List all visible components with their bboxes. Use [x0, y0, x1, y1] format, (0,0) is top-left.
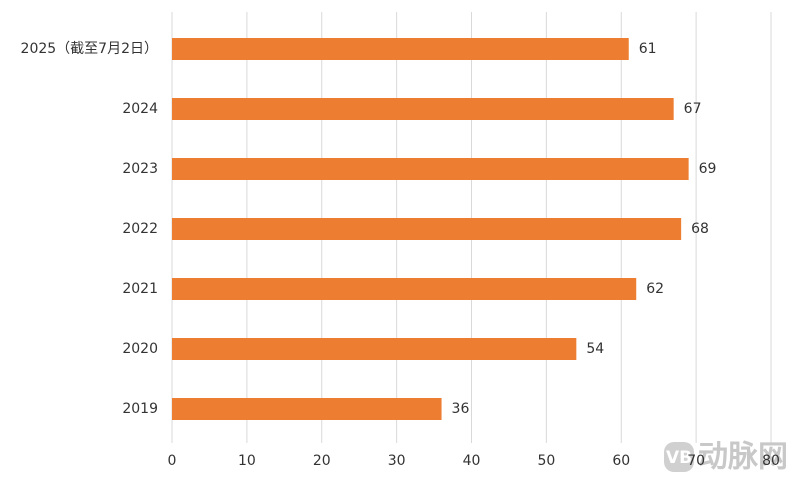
x-tick-label: 50 [537, 453, 555, 469]
x-tick-label: 30 [388, 453, 406, 469]
x-tick-label: 0 [168, 453, 177, 469]
value-label: 62 [646, 281, 664, 297]
x-tick-label: 20 [313, 453, 331, 469]
y-tick-label: 2020 [122, 341, 158, 357]
bar [172, 278, 637, 300]
bar [172, 38, 629, 60]
watermark-logo-shape [664, 442, 694, 472]
bar [172, 338, 577, 360]
watermark: 动脉网 [698, 440, 788, 475]
y-tick-label: 2021 [122, 281, 158, 297]
y-tick-label: 2019 [122, 401, 158, 417]
watermark-logo: VB [666, 448, 692, 468]
y-tick-label: 2022 [122, 221, 158, 237]
x-tick-label: 80 [762, 453, 780, 469]
value-label: 69 [699, 161, 717, 177]
bar [172, 398, 442, 420]
value-label: 36 [452, 401, 470, 417]
y-tick-label: 2024 [122, 101, 158, 117]
x-tick-label: 60 [612, 453, 630, 469]
x-tick-label: 10 [238, 453, 256, 469]
y-tick-label: 2023 [122, 161, 158, 177]
bar [172, 218, 682, 240]
value-label: 61 [639, 41, 657, 57]
bar [172, 158, 689, 180]
x-tick-label: 70 [687, 453, 705, 469]
y-tick-label: 2025（截至7月2日） [21, 41, 158, 57]
value-label: 68 [691, 221, 709, 237]
value-label: 54 [586, 341, 604, 357]
bar [172, 98, 674, 120]
value-label: 67 [684, 101, 702, 117]
x-tick-label: 40 [463, 453, 481, 469]
